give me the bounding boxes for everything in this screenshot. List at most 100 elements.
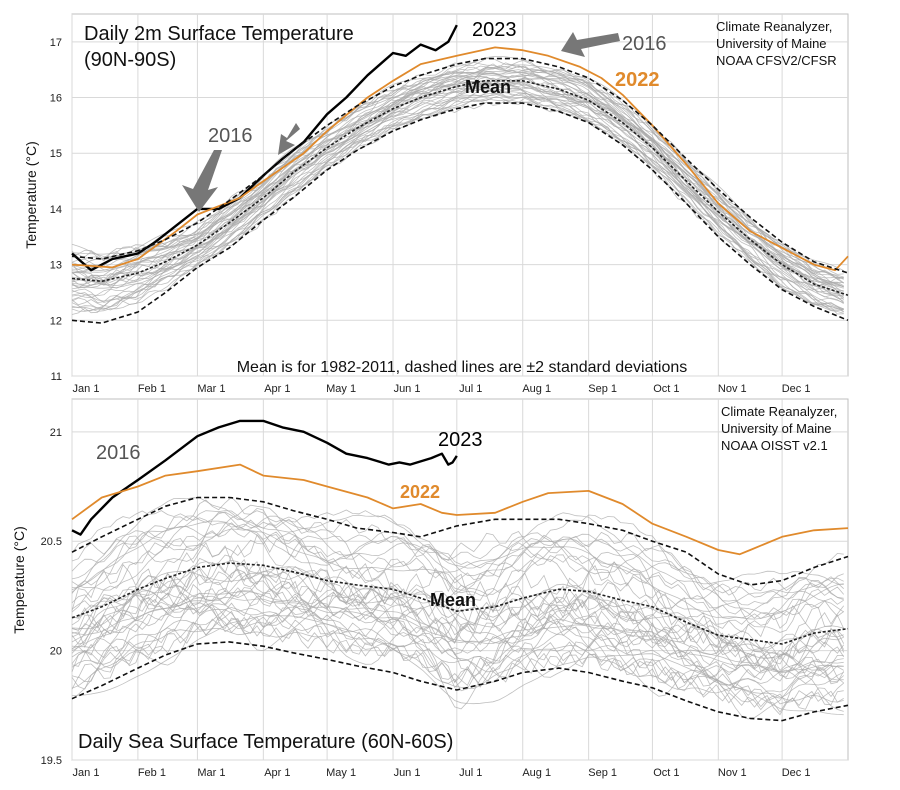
bottom-axes: 19.5 20 20.5 21 Jan 1 Feb 1 Mar 1 Apr 1 May 1 Jun… bbox=[41, 427, 811, 779]
ensemble-line bbox=[71, 515, 844, 615]
ensemble-line bbox=[71, 64, 844, 280]
ensemble-line bbox=[71, 591, 844, 673]
x-tick-label: Mar 1 bbox=[197, 767, 225, 779]
bottom-source-line-2: University of Maine bbox=[721, 421, 832, 436]
series-line-2023 bbox=[71, 419, 458, 536]
series-line-2 bbox=[71, 57, 849, 274]
ensemble-line bbox=[71, 92, 844, 313]
arrow-2016-middle-icon bbox=[278, 123, 300, 155]
x-tick-label: Jul 1 bbox=[459, 767, 482, 779]
ensemble-line bbox=[71, 63, 844, 280]
y-tick-label: 20.5 bbox=[41, 536, 62, 548]
bottom-source-line-1: Climate Reanalyzer, bbox=[721, 404, 837, 419]
top-label-2022: 2022 bbox=[615, 69, 660, 91]
x-tick-label: Jan 1 bbox=[73, 767, 100, 779]
ensemble-line bbox=[71, 590, 844, 680]
ensemble-line bbox=[71, 81, 844, 300]
ensemble-line bbox=[71, 510, 844, 600]
bottom-ensemble-lines bbox=[71, 496, 845, 720]
ensemble-line bbox=[71, 592, 844, 686]
ensemble-line bbox=[71, 527, 844, 621]
x-tick-label: Oct 1 bbox=[653, 767, 679, 779]
ensemble-line bbox=[71, 587, 844, 682]
ensemble-line bbox=[71, 86, 844, 304]
series-line-2022 bbox=[71, 46, 849, 272]
top-label-2016-a: 2016 bbox=[208, 125, 253, 147]
ensemble-line bbox=[71, 621, 844, 713]
ensemble-line bbox=[71, 509, 844, 606]
ensemble-line bbox=[71, 591, 845, 688]
ensemble-line bbox=[71, 520, 844, 620]
bottom-label-2023: 2023 bbox=[438, 429, 483, 451]
top-ylabel: Temperature (°C) bbox=[23, 141, 39, 249]
ensemble-line bbox=[71, 497, 844, 585]
ensemble-line bbox=[71, 519, 845, 629]
y-tick-label: 20 bbox=[50, 646, 62, 658]
ensemble-line bbox=[71, 88, 844, 310]
x-tick-label: Mar 1 bbox=[197, 383, 225, 395]
series-line-Mean bbox=[71, 562, 849, 645]
bottom-ylabel: Temperature (°C) bbox=[11, 526, 27, 634]
y-tick-label: 14 bbox=[50, 204, 62, 216]
arrow-2016-left-icon bbox=[182, 150, 222, 212]
x-tick-label: Feb 1 bbox=[138, 383, 166, 395]
ensemble-line bbox=[71, 86, 844, 304]
x-tick-label: Aug 1 bbox=[522, 383, 551, 395]
x-tick-label: Jun 1 bbox=[394, 383, 421, 395]
ensemble-line bbox=[71, 533, 845, 655]
y-tick-label: 12 bbox=[50, 315, 62, 327]
x-tick-label: Sep 1 bbox=[588, 383, 617, 395]
bottom-label-2016: 2016 bbox=[96, 442, 141, 464]
series-line-Mean bbox=[71, 80, 849, 296]
x-tick-label: Dec 1 bbox=[782, 767, 811, 779]
ensemble-line bbox=[71, 560, 845, 672]
ensemble-line bbox=[71, 627, 844, 703]
y-tick-label: 13 bbox=[50, 260, 62, 272]
series-line-2 bbox=[71, 641, 849, 722]
x-tick-label: Jan 1 bbox=[73, 383, 100, 395]
series-line-2 bbox=[71, 496, 849, 586]
top-chart-subtitle: (90N-90S) bbox=[84, 49, 176, 71]
ensemble-line bbox=[71, 83, 844, 303]
ensemble-line bbox=[71, 74, 844, 284]
ensemble-line bbox=[71, 510, 844, 613]
ensemble-line bbox=[71, 77, 844, 300]
bottom-source-line-3: NOAA OISST v2.1 bbox=[721, 438, 828, 453]
y-tick-label: 21 bbox=[50, 427, 62, 439]
ensemble-line bbox=[71, 55, 844, 271]
ensemble-line bbox=[71, 496, 844, 596]
x-tick-label: Jul 1 bbox=[459, 383, 482, 395]
bottom-series bbox=[71, 419, 849, 722]
ensemble-line bbox=[71, 616, 844, 704]
bottom-chart-title: Daily Sea Surface Temperature (60N-60S) bbox=[78, 731, 453, 753]
x-tick-label: Nov 1 bbox=[718, 767, 747, 779]
top-source-line-3: NOAA CFSV2/CFSR bbox=[716, 53, 837, 68]
y-tick-label: 19.5 bbox=[41, 755, 62, 767]
ensemble-line bbox=[71, 62, 844, 282]
top-axes: 11 12 13 14 15 16 17 Jan 1 Feb 1 Mar 1 Apr 1 May 1 J… bbox=[50, 37, 811, 395]
top-source-line-2: University of Maine bbox=[716, 36, 827, 51]
top-chart-title: Daily 2m Surface Temperature bbox=[84, 23, 354, 45]
ensemble-line bbox=[71, 608, 844, 720]
x-tick-label: Dec 1 bbox=[782, 383, 811, 395]
top-ensemble-lines bbox=[71, 55, 844, 315]
ensemble-line bbox=[71, 597, 844, 673]
x-tick-label: May 1 bbox=[326, 767, 356, 779]
ensemble-line bbox=[71, 541, 845, 671]
y-tick-label: 11 bbox=[51, 371, 62, 383]
bottom-label-mean: Mean bbox=[430, 590, 476, 610]
x-tick-label: Jun 1 bbox=[394, 767, 421, 779]
ensemble-line bbox=[71, 65, 844, 279]
x-tick-label: Nov 1 bbox=[718, 383, 747, 395]
y-tick-label: 15 bbox=[50, 148, 62, 160]
x-tick-label: Sep 1 bbox=[588, 767, 617, 779]
series-line-2 bbox=[71, 102, 849, 324]
x-tick-label: Oct 1 bbox=[653, 383, 679, 395]
y-tick-label: 17 bbox=[50, 37, 62, 49]
y-tick-label: 16 bbox=[50, 93, 62, 105]
top-label-mean: Mean bbox=[465, 77, 511, 97]
ensemble-line bbox=[71, 563, 845, 660]
ensemble-line bbox=[71, 571, 845, 660]
top-label-2023: 2023 bbox=[472, 19, 517, 41]
ensemble-line bbox=[71, 570, 844, 671]
